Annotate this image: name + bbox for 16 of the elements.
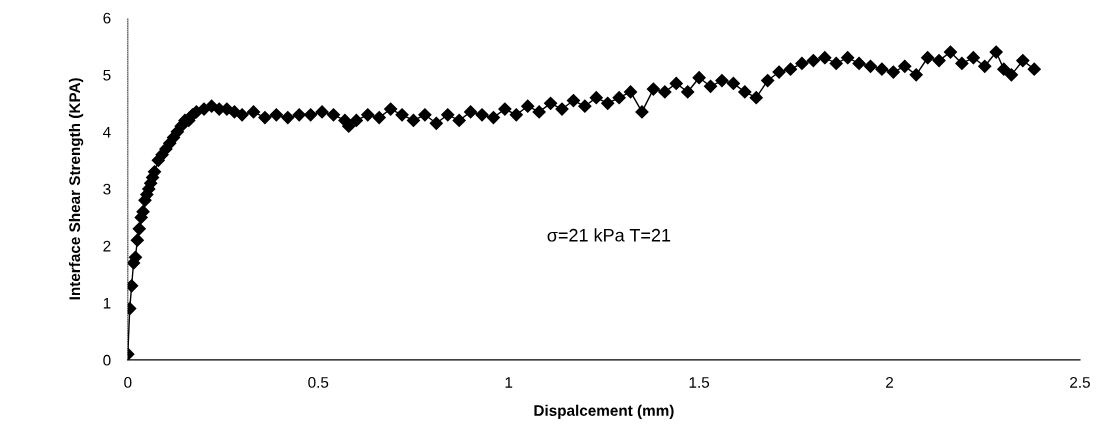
x-tick-label: 2 [886,376,894,388]
y-tick-label: 6 [103,12,111,24]
x-tick-label: 1 [505,377,513,388]
annotation: σ=21 kPa T=21 [547,228,671,242]
y-axis-title: Interface Shear Strength (KPA) [68,78,84,300]
y-tick-label: 1 [103,297,111,309]
x-tick-label: 0 [124,376,132,388]
x-tick-label: 0.5 [308,376,329,388]
y-tick-label: 3 [103,183,111,195]
x-tick-label: 2.5 [1070,376,1090,388]
x-tick-label: 1.5 [689,377,710,388]
y-tick-label: 0 [103,354,111,366]
x-axis-title: Dispalcement (mm) [534,404,674,419]
y-tick-label: 5 [103,69,111,81]
y-tick-label: 4 [103,126,111,138]
y-tick-label: 2 [103,240,111,252]
